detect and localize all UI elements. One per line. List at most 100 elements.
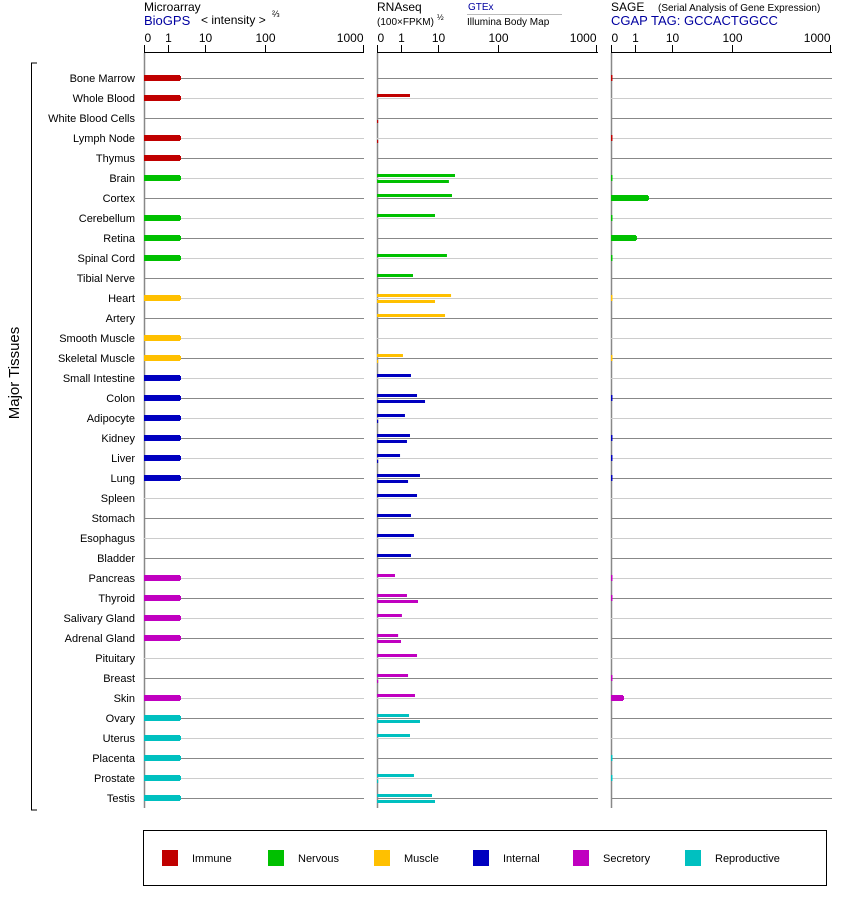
gtex-bar-adrenal-gland xyxy=(377,634,399,637)
sage-title: SAGE xyxy=(611,0,644,14)
illumina-bar-white-blood-cells xyxy=(377,120,379,123)
tissue-label-pancreas: Pancreas xyxy=(89,573,136,585)
microarray-bar-cap-cerebellum xyxy=(178,216,181,220)
gtex-bar-artery xyxy=(377,314,446,317)
gtex-bar-brain xyxy=(377,174,455,177)
microarray-tick-label: 100 xyxy=(255,31,275,45)
legend-label-internal: Internal xyxy=(503,853,540,865)
tissue-label-cerebellum: Cerebellum xyxy=(79,213,135,225)
biogps-link[interactable]: BioGPS xyxy=(144,13,191,28)
microarray-bar-cap-thyroid xyxy=(178,596,181,600)
microarray-bar-cap-smooth-muscle xyxy=(178,336,181,340)
tissue-label-white-blood-cells: White Blood Cells xyxy=(48,113,135,125)
microarray-bar-cap-adipocyte xyxy=(178,416,181,420)
sage-bar-skeletal-muscle xyxy=(611,355,613,361)
sage-bar-cap-cortex xyxy=(646,196,649,200)
microarray-bar-cap-thymus xyxy=(178,156,181,160)
microarray-bar-small-intestine xyxy=(144,375,180,381)
microarray-bar-uterus xyxy=(144,735,180,741)
tissue-label-bone-marrow: Bone Marrow xyxy=(70,73,135,85)
microarray-bar-bone-marrow xyxy=(144,75,180,81)
tissue-label-adipocyte: Adipocyte xyxy=(87,413,135,425)
sage-bar-brain xyxy=(611,175,613,181)
tissue-label-artery: Artery xyxy=(106,313,136,325)
tissue-label-colon: Colon xyxy=(106,393,135,405)
sage-bar-thyroid xyxy=(611,595,613,601)
microarray-bar-lung xyxy=(144,475,180,481)
microarray-bar-lymph-node xyxy=(144,135,180,141)
y-axis-group: Major Tissues xyxy=(6,62,37,811)
microarray-bar-cap-spinal-cord xyxy=(178,256,181,260)
rnaseq-tick-label: 1 xyxy=(398,31,405,45)
illumina-bar-adrenal-gland xyxy=(377,640,401,643)
bars xyxy=(144,75,649,803)
sage-bar-retina xyxy=(611,235,636,241)
tissue-label-breast: Breast xyxy=(103,673,135,685)
microarray-bar-smooth-muscle xyxy=(144,335,180,341)
microarray-bar-ovary xyxy=(144,715,180,721)
sage-bar-liver xyxy=(611,455,613,461)
tissue-label-cortex: Cortex xyxy=(103,193,136,205)
microarray-bar-cap-lung xyxy=(178,476,181,480)
microarray-bar-cap-skin xyxy=(178,696,181,700)
microarray-bar-cap-pancreas xyxy=(178,576,181,580)
microarray-bar-cap-bone-marrow xyxy=(178,76,181,80)
rnaseq-tick-label: 0 xyxy=(378,31,385,45)
rnaseq-tick-label: 10 xyxy=(432,31,446,45)
gtex-bar-bladder xyxy=(377,554,411,557)
microarray-bar-retina xyxy=(144,235,180,241)
gtex-bar-adipocyte xyxy=(377,414,405,417)
legend-label-nervous: Nervous xyxy=(298,853,339,865)
sage-bar-colon xyxy=(611,395,613,401)
tissue-label-testis: Testis xyxy=(107,793,136,805)
microarray-bar-cap-salivary-gland xyxy=(178,616,181,620)
rnaseq-tick-label: 100 xyxy=(488,31,508,45)
tissue-label-smooth-muscle: Smooth Muscle xyxy=(59,333,135,345)
microarray-bar-placenta xyxy=(144,755,180,761)
tissue-label-esophagus: Esophagus xyxy=(80,533,136,545)
sage-tick-label: 10 xyxy=(666,31,680,45)
tissue-label-placenta: Placenta xyxy=(92,753,136,765)
tissue-label-skeletal-muscle: Skeletal Muscle xyxy=(58,353,135,365)
gtex-bar-testis xyxy=(377,794,432,797)
sage-bar-lung xyxy=(611,475,613,481)
microarray-title: Microarray xyxy=(144,0,201,14)
tissue-label-prostate: Prostate xyxy=(94,773,135,785)
gtex-bar-colon xyxy=(377,394,418,397)
microarray-bar-cap-uterus xyxy=(178,736,181,740)
legend: Immune Nervous Muscle Internal Secretory Repr… xyxy=(143,830,827,886)
legend-swatch-reproductive xyxy=(685,850,701,866)
microarray-bar-cerebellum xyxy=(144,215,180,221)
microarray-bar-cap-adrenal-gland xyxy=(178,636,181,640)
illumina-bar-prostate xyxy=(377,780,379,783)
microarray-bar-liver xyxy=(144,455,180,461)
gtex-bar-stomach xyxy=(377,514,411,517)
gtex-link[interactable]: GTEx xyxy=(468,2,494,13)
gtex-bar-heart xyxy=(377,294,452,297)
cgap-tag-link[interactable]: CGAP TAG: GCCACTGGCC xyxy=(611,13,778,28)
microarray-bar-adrenal-gland xyxy=(144,635,180,641)
y-axis-label: Major Tissues xyxy=(6,327,23,420)
microarray-bar-thymus xyxy=(144,155,180,161)
tissue-label-adrenal-gland: Adrenal Gland xyxy=(65,633,135,645)
sage-tick-label: 1 xyxy=(632,31,639,45)
tissue-label-kidney: Kidney xyxy=(101,433,135,445)
tissue-label-lymph-node: Lymph Node xyxy=(73,133,135,145)
rnaseq-tick-label: 1000 xyxy=(570,31,597,45)
microarray-bar-prostate xyxy=(144,775,180,781)
tissue-label-spleen: Spleen xyxy=(101,493,135,505)
microarray-bar-cap-brain xyxy=(178,176,181,180)
microarray-bar-thyroid xyxy=(144,595,180,601)
sage-bar-breast xyxy=(611,675,613,681)
legend-label-reproductive: Reproductive xyxy=(715,853,780,865)
rnaseq-title: RNAseq xyxy=(377,0,422,14)
tissue-label-skin: Skin xyxy=(114,693,135,705)
gtex-bar-lung xyxy=(377,474,420,477)
legend-swatch-muscle xyxy=(374,850,390,866)
gtex-bar-kidney xyxy=(377,434,410,437)
gtex-bar-spleen xyxy=(377,494,418,497)
sage-bar-lymph-node xyxy=(611,135,613,141)
sage-bar-skin xyxy=(611,695,623,701)
gtex-bar-ovary xyxy=(377,714,410,717)
